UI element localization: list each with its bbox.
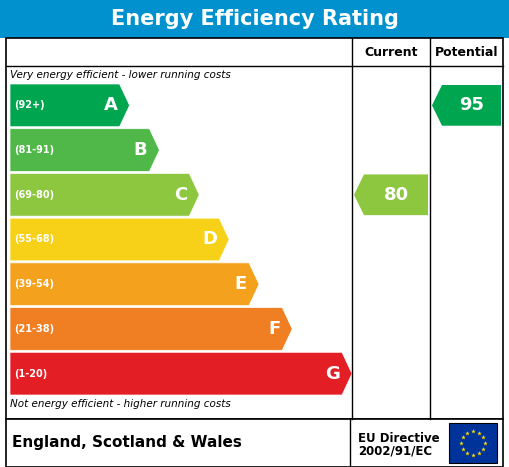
Polygon shape (10, 308, 292, 350)
Polygon shape (10, 84, 130, 127)
Text: EU Directive: EU Directive (358, 432, 440, 446)
Bar (449, 423, 497, 463)
Text: England, Scotland & Wales: England, Scotland & Wales (12, 436, 242, 451)
Text: B: B (134, 141, 148, 159)
Bar (6, 38, 503, 419)
Text: (92+): (92+) (14, 100, 45, 110)
Text: (81-91): (81-91) (14, 145, 54, 155)
Text: (39-54): (39-54) (14, 279, 54, 289)
Text: Energy Efficiency Rating: Energy Efficiency Rating (110, 9, 399, 29)
Polygon shape (10, 173, 200, 216)
Text: A: A (104, 96, 118, 114)
Text: G: G (325, 365, 340, 382)
Text: Very energy efficient - lower running costs: Very energy efficient - lower running co… (10, 70, 231, 80)
Polygon shape (432, 85, 501, 126)
Text: 95: 95 (459, 96, 484, 114)
Text: 80: 80 (383, 186, 409, 204)
Text: 2002/91/EC: 2002/91/EC (358, 445, 432, 458)
Polygon shape (10, 218, 229, 261)
Text: (21-38): (21-38) (14, 324, 54, 334)
Text: D: D (202, 231, 217, 248)
Text: (1-20): (1-20) (14, 368, 47, 379)
Polygon shape (10, 129, 159, 171)
Bar (6, 419, 503, 467)
Text: Current: Current (364, 45, 418, 58)
Bar (0, 0, 509, 38)
Text: F: F (268, 320, 280, 338)
Polygon shape (10, 352, 352, 395)
Text: (55-68): (55-68) (14, 234, 54, 245)
Text: Potential: Potential (435, 45, 498, 58)
Text: E: E (235, 275, 247, 293)
Text: C: C (174, 186, 187, 204)
Text: (69-80): (69-80) (14, 190, 54, 200)
Polygon shape (354, 175, 428, 215)
Text: Not energy efficient - higher running costs: Not energy efficient - higher running co… (10, 399, 231, 409)
Polygon shape (10, 263, 259, 305)
